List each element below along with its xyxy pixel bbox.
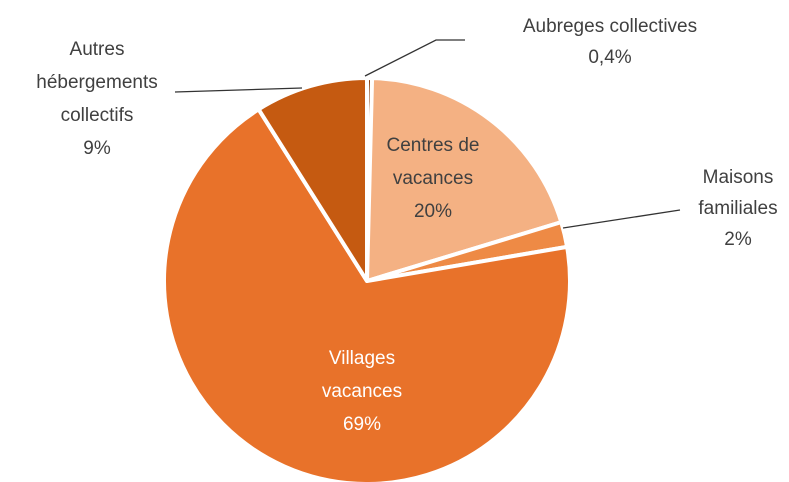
leader-line [562,209,681,229]
value-label: 0,4% [588,47,631,68]
slice-label: Centres de vacances [387,135,480,189]
slice-label: Villages vacances [322,348,402,402]
pie [162,76,572,482]
value-label: 2% [724,229,752,250]
pie-slice [256,76,369,283]
leader-line [364,39,465,77]
pie-slice [365,76,564,283]
value-label: 9% [83,138,111,159]
leader-line [174,87,303,93]
value-label: 69% [343,414,381,435]
pie-slice [162,107,572,482]
slice-label: Aubreges collectives [523,16,697,37]
value-label: 20% [414,201,452,222]
slice-label: Maisons familiales [698,167,777,219]
slice-label: Autres hébergements collectifs [36,39,157,126]
